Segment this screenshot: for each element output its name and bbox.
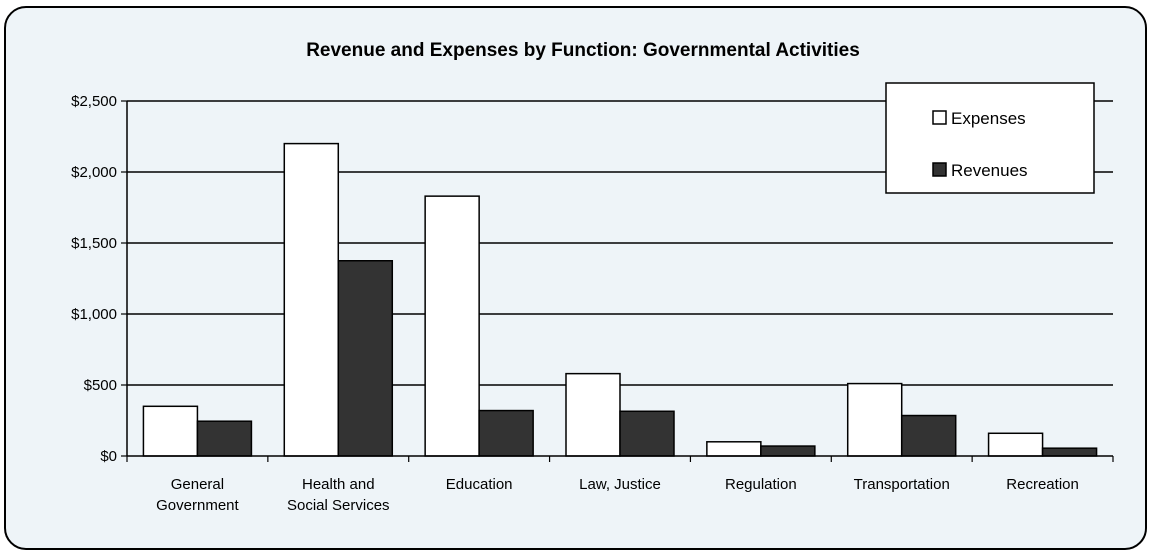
- bar-revenues-3: [619, 410, 675, 457]
- x-tick-label-line: General: [171, 476, 224, 493]
- bar-revenues-1: [337, 260, 394, 457]
- y-axis-ticks: $0 $500 $1,000 $1,500 $2,000 $2,500: [71, 93, 127, 465]
- y-tick-label: $0: [100, 448, 117, 465]
- axes: [126, 101, 1113, 457]
- x-tick-label-line: Education: [446, 476, 513, 493]
- y-tick-label: $2,500: [71, 93, 117, 110]
- chart-title: Revenue and Expenses by Function: Govern…: [306, 40, 860, 61]
- x-tick-label: Transportation: [854, 476, 950, 493]
- legend-swatch-revenues: [932, 162, 947, 177]
- x-tick-label: Education: [446, 476, 513, 493]
- x-tick-label-line: Health and: [302, 476, 375, 493]
- x-tick-label-line: Recreation: [1006, 476, 1079, 493]
- bar-revenues-6: [1041, 447, 1098, 457]
- legend-label-revenues: Revenues: [951, 161, 1028, 180]
- y-tick-label: $2,000: [71, 164, 117, 181]
- bar-expenses-4: [706, 441, 762, 457]
- x-tick-label-line: Transportation: [854, 476, 950, 493]
- x-axis-ticks: General Government Health and Social Servic…: [126, 456, 1114, 514]
- y-tick-label: $500: [84, 377, 117, 394]
- bar-revenues-2: [478, 409, 534, 457]
- bar-expenses-3: [565, 372, 621, 457]
- bar-expenses-5: [846, 382, 903, 457]
- legend-label-expenses: Expenses: [951, 109, 1026, 128]
- x-tick-label: Recreation: [1006, 476, 1079, 493]
- y-tick-label: $1,500: [71, 235, 117, 252]
- x-tick-label: Health and Social Services: [287, 476, 390, 514]
- bar-expenses-2: [424, 195, 480, 457]
- bar-revenues-4: [760, 445, 816, 457]
- bar-revenues-0: [196, 420, 253, 457]
- x-tick-label-line: Regulation: [725, 476, 797, 493]
- x-tick-label: Law, Justice: [579, 476, 661, 493]
- legend-swatch-expenses: [932, 110, 947, 125]
- bar-expenses-1: [283, 142, 340, 457]
- legend: Expenses Revenues: [885, 82, 1095, 194]
- bars: [142, 142, 1098, 457]
- y-tick-label: $1,000: [71, 306, 117, 323]
- legend-box: [885, 82, 1095, 194]
- bar-expenses-0: [142, 405, 199, 457]
- bar-revenues-5: [900, 414, 957, 457]
- x-tick-label-line: Government: [156, 497, 239, 514]
- x-tick-label: Regulation: [725, 476, 797, 493]
- x-tick-label-line: Social Services: [287, 497, 390, 514]
- bar-expenses-6: [987, 432, 1044, 457]
- x-tick-label: General Government: [156, 476, 239, 514]
- x-tick-label-line: Law, Justice: [579, 476, 661, 493]
